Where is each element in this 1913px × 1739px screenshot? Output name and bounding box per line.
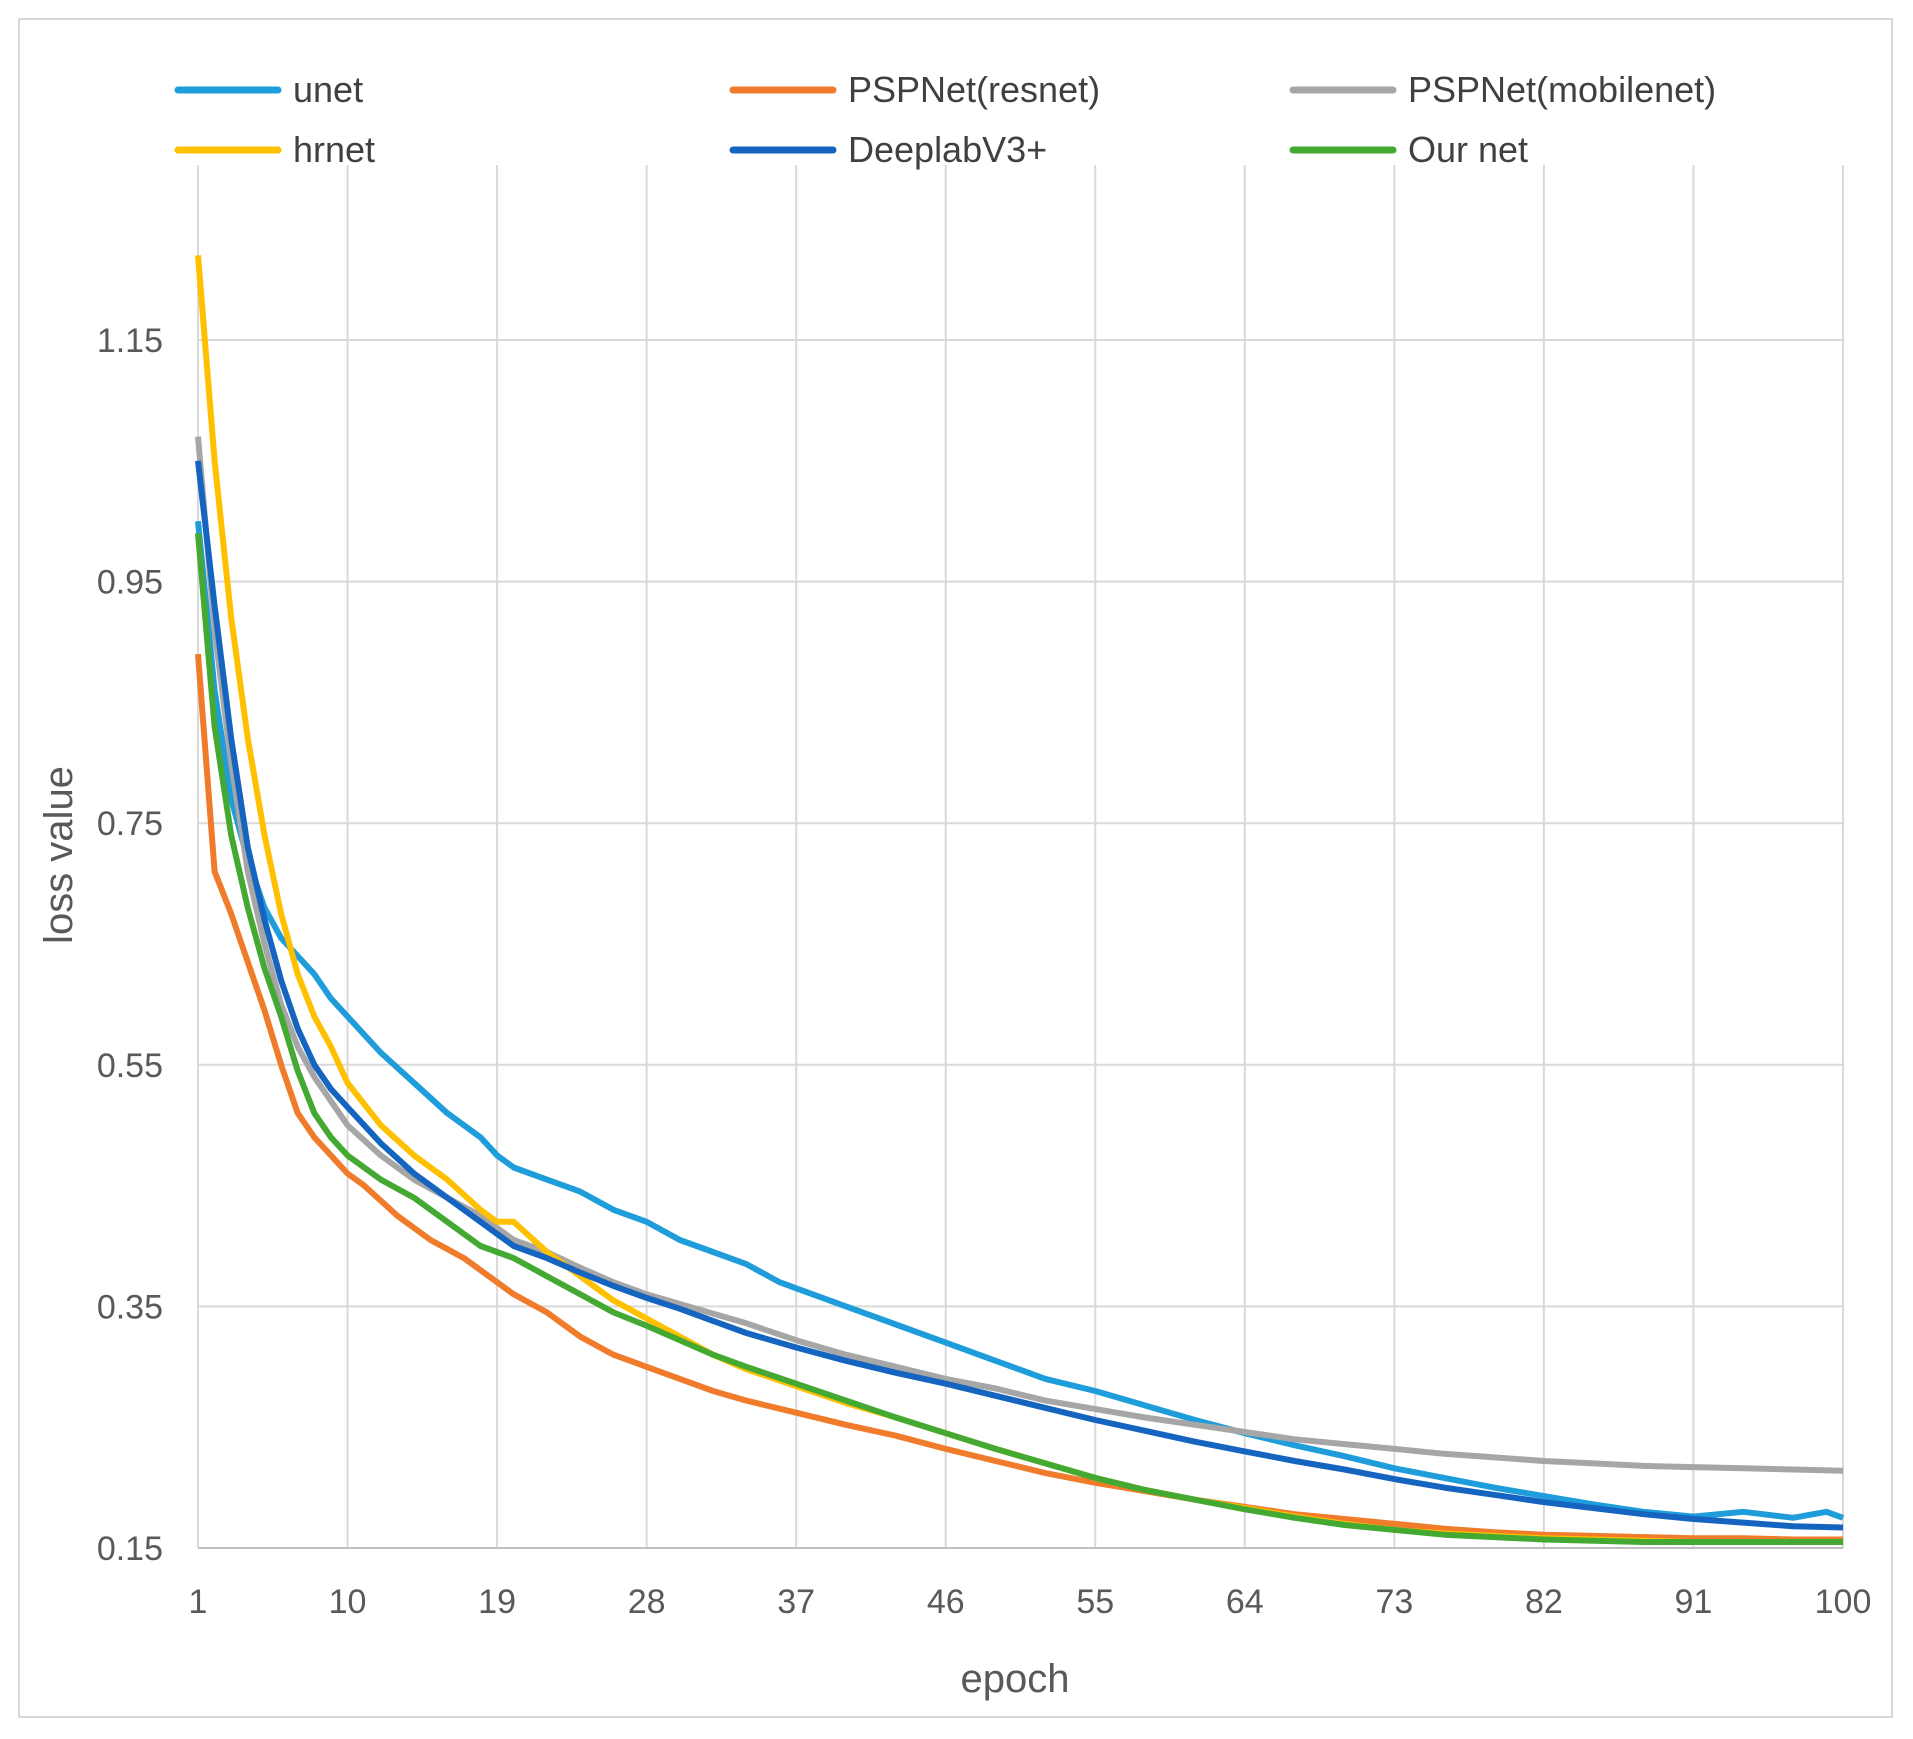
legend-entry: Our net [1289,129,1528,170]
x-tick-label: 19 [478,1583,516,1621]
x-tick-label: 55 [1076,1583,1114,1621]
series-line-deeplabv3 [195,460,1844,1531]
legend-label: PSPNet(resnet) [848,69,1100,110]
y-axis-ticks: 0.15 0.35 0.55 0.75 0.95 1.15 [97,322,163,1568]
y-tick-label: 0.75 [97,805,163,843]
y-tick-label: 0.15 [97,1530,163,1568]
legend-label: unet [293,69,363,110]
x-tick-label: 37 [777,1583,815,1621]
series-line-pspnet-resnet [195,653,1843,1543]
x-tick-label: 46 [927,1583,965,1621]
series-lines [195,255,1845,1545]
y-tick-label: 0.95 [97,564,163,602]
y-tick-label: 1.15 [97,322,163,360]
x-tick-label: 91 [1675,1583,1713,1621]
legend-label: Our net [1408,129,1528,170]
x-axis-ticks: 1 10 19 28 37 46 55 64 73 82 91 100 [189,1583,1872,1621]
series-line-unet [195,520,1845,1521]
x-tick-label: 100 [1815,1583,1872,1621]
x-tick-label: 1 [189,1583,208,1621]
x-tick-label: 64 [1226,1583,1264,1621]
legend-entry: PSPNet(mobilenet) [1289,69,1716,110]
legend-entry: DeeplabV3+ [729,129,1047,170]
series-line-pspnet-mobilenet [195,436,1844,1474]
legend-entry: unet [174,69,363,110]
legend-label: PSPNet(mobilenet) [1408,69,1716,110]
legend-entry: hrnet [174,129,375,170]
legend: unet PSPNet(resnet) PSPNet(mobilenet) hrnet… [174,69,1716,170]
legend-entry: PSPNet(resnet) [729,69,1100,110]
x-axis-title: epoch [961,1657,1070,1701]
legend-label: DeeplabV3+ [848,129,1047,170]
legend-label: hrnet [293,129,375,170]
x-tick-label: 73 [1375,1583,1413,1621]
series-line-our-net [195,533,1843,1545]
y-tick-label: 0.35 [97,1288,163,1326]
x-tick-label: 28 [628,1583,666,1621]
y-axis-title: loss value [37,766,81,944]
series-line-hrnet [195,255,1843,1545]
y-tick-label: 0.55 [97,1047,163,1085]
x-tick-label: 82 [1525,1583,1563,1621]
x-tick-label: 10 [329,1583,367,1621]
gridlines [197,165,1844,1549]
